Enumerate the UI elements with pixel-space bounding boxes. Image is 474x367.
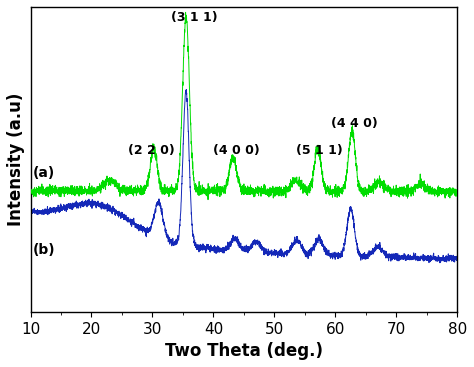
Text: (4 0 0): (4 0 0): [213, 144, 260, 157]
Text: (5 1 1): (5 1 1): [296, 144, 343, 157]
Text: (2 2 0): (2 2 0): [128, 144, 175, 157]
X-axis label: Two Theta (deg.): Two Theta (deg.): [165, 342, 323, 360]
Text: (4 4 0): (4 4 0): [331, 117, 378, 130]
Text: (3 1 1): (3 1 1): [171, 11, 218, 24]
Y-axis label: Intensity (a.u): Intensity (a.u): [7, 93, 25, 226]
Text: (b): (b): [32, 243, 55, 257]
Text: (a): (a): [32, 166, 55, 180]
